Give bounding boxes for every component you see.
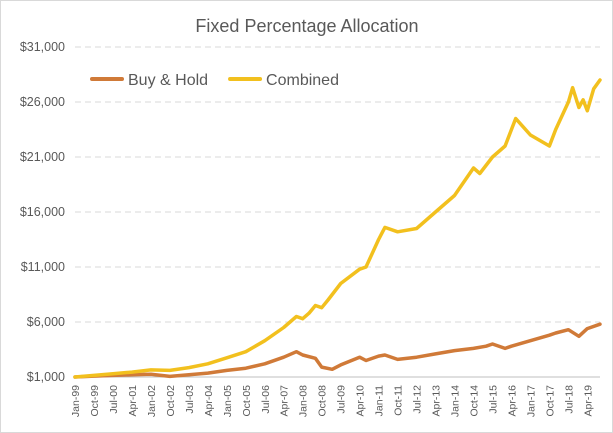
series-line-combined (73, 78, 602, 379)
x-axis-ticks: Jan-99 Oct-99 Jul-00 Apr-01 Jan-02 Oct-02 Jul-… (70, 385, 594, 417)
x-tick-label: Apr-13 (431, 385, 443, 417)
x-tick-label: Jan-08 (298, 385, 310, 417)
x-tick-label: Jan-05 (222, 385, 234, 417)
x-tick-label: Oct-14 (468, 385, 480, 417)
series-lines (73, 78, 602, 379)
x-tick-label: Apr-10 (355, 385, 367, 417)
y-axis-ticks: $1,000 $6,000 $11,000 $16,000 $21,000 $26,000… (20, 40, 65, 384)
legend-label: Combined (266, 72, 339, 89)
x-tick-label: Oct-99 (89, 385, 101, 417)
y-tick-label: $6,000 (27, 315, 65, 329)
x-tick-label: Oct-17 (544, 385, 556, 417)
x-tick-label: Oct-02 (165, 385, 177, 417)
x-tick-label: Apr-07 (279, 385, 291, 417)
series-line-buy-hold (73, 322, 602, 379)
legend-label: Buy & Hold (128, 72, 208, 89)
x-tick-label: Jan-14 (450, 385, 462, 417)
y-tick-label: $21,000 (20, 150, 65, 164)
x-tick-label: Jan-02 (146, 385, 158, 417)
x-tick-label: Oct-05 (241, 385, 253, 417)
x-tick-label: Apr-01 (127, 385, 139, 417)
x-tick-label: Jul-12 (412, 385, 424, 414)
x-tick-label: Oct-11 (393, 385, 405, 416)
x-tick-label: Jul-00 (108, 385, 120, 414)
x-tick-label: Apr-16 (506, 385, 518, 417)
y-tick-label: $1,000 (27, 370, 65, 384)
x-tick-label: Jan-11 (374, 385, 386, 416)
x-tick-label: Jul-03 (184, 385, 196, 414)
y-tick-label: $11,000 (21, 260, 65, 274)
y-tick-label: $16,000 (20, 205, 65, 219)
x-tick-label: Jan-99 (70, 385, 82, 417)
x-tick-label: Jan-17 (525, 385, 537, 417)
x-tick-label: Jul-06 (260, 385, 272, 414)
chart-title: Fixed Percentage Allocation (195, 16, 418, 36)
x-tick-label: Apr-04 (203, 385, 215, 417)
x-tick-label: Oct-08 (317, 385, 329, 417)
legend: Buy & Hold Combined (90, 72, 339, 89)
x-tick-label: Apr-19 (582, 385, 594, 417)
y-tick-label: $31,000 (20, 40, 65, 54)
x-tick-label: Jul-09 (336, 385, 348, 414)
y-tick-label: $26,000 (20, 95, 65, 109)
x-tick-label: Jul-15 (487, 385, 499, 414)
gridlines (75, 46, 600, 378)
x-tick-label: Jul-18 (563, 385, 575, 414)
